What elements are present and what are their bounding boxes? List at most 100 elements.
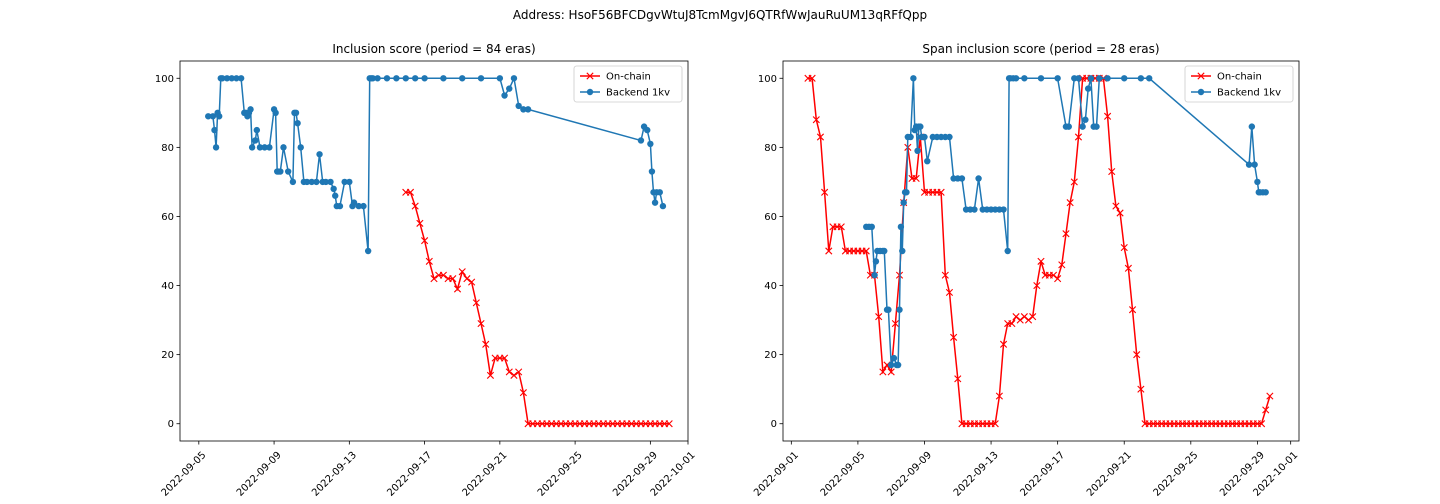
data-point [292,109,300,117]
data-point [872,258,880,265]
data-point [500,354,509,362]
legend-label: On-chain [606,72,651,83]
data-point [958,175,966,182]
data-point [812,116,820,124]
plot-frame [782,60,1300,442]
data-point [1074,133,1083,141]
data-point [945,288,954,297]
y-tick-label: 60 [764,212,777,223]
legend-item: On-chain [580,72,651,83]
data-point [946,133,953,141]
data-point [891,319,899,328]
data-point [393,75,400,82]
data-point [205,113,212,120]
data-point [1251,161,1258,168]
data-point [327,178,334,186]
data-point [515,102,522,110]
data-point [896,306,903,313]
legend-label: Backend 1kv [606,88,670,99]
x-tick-label: 2022-09-13 [952,450,1001,499]
data-point [369,75,377,82]
data-point [355,202,362,210]
data-point [1075,75,1082,82]
legend-marker [586,88,594,96]
data-point [248,144,256,151]
data-point [991,420,999,428]
data-point [1116,209,1124,217]
chart-panel-2: Span inclusion score (period = 28 eras) 0… [752,42,1300,499]
data-point [656,189,663,196]
data-point [1112,202,1120,210]
data-point [272,109,279,117]
data-point [651,199,659,206]
data-point [1108,167,1116,176]
data-point [907,133,914,141]
data-point [912,174,920,183]
data-point [425,257,433,265]
data-point [1257,420,1266,428]
y-tick-label: 20 [161,350,174,361]
data-point [808,74,816,82]
data-point [910,75,917,82]
series-backend-1kv [863,75,1269,369]
data-point [1266,392,1274,400]
figure-suptitle: Address: HsoF56BFCDgvWtuJ8TcmMgvJ6QTRfWw… [512,8,928,22]
data-point [1096,75,1103,82]
y-tick-label: 40 [161,281,174,292]
data-point [520,106,527,113]
data-point [1062,230,1070,238]
data-point [1087,75,1095,82]
data-point [1254,178,1261,186]
data-point [1103,112,1112,120]
x-tick-label: 2022-09-01 [752,450,801,499]
data-point [350,199,358,206]
data-point [510,371,518,379]
data-point [303,178,311,186]
data-point [1037,75,1045,82]
data-point [1070,178,1078,186]
data-point [1137,385,1145,393]
data-point [954,375,962,383]
data-point [1120,243,1128,252]
legend-label: On-chain [1217,72,1262,83]
data-point [999,340,1008,348]
data-point [659,202,667,210]
y-tick-label: 80 [764,143,777,154]
data-point [1021,75,1028,82]
data-point [885,306,892,313]
data-point [440,75,447,82]
data-point [995,392,1003,400]
data-point [237,75,245,82]
data-point [1137,75,1145,82]
x-tick-label: 2022-09-17 [385,450,434,499]
data-point [887,361,895,369]
data-point [308,178,315,186]
legend-item: Backend 1kv [1191,88,1281,99]
data-point [1245,161,1253,168]
data-point [322,178,330,186]
legend-marker [586,72,594,80]
data-point [871,271,878,279]
y-tick-label: 20 [764,350,777,361]
data-point [297,144,304,151]
data-point [510,75,518,82]
data-point [266,144,273,151]
legend: On-chain Backend 1kv [573,65,683,103]
data-point [421,75,428,82]
data-point [1128,306,1137,314]
data-point [1054,75,1061,82]
data-point [937,188,945,196]
data-point [374,75,381,82]
data-point [1054,275,1062,283]
x-tick-label: 2022-09-09 [235,450,284,499]
data-point [215,113,223,120]
data-point [1037,257,1045,265]
y-tick-label: 40 [764,281,777,292]
series-on-chain [402,188,673,428]
data-point [900,199,907,206]
data-point [212,144,220,151]
data-point [825,247,833,255]
data-point [472,299,480,307]
data-point [821,188,829,196]
